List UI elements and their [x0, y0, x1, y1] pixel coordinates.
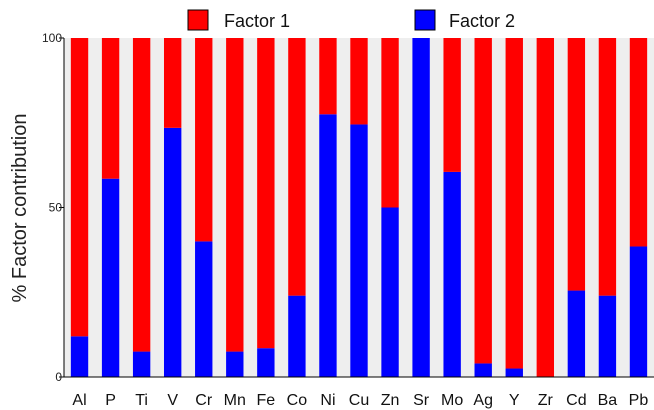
background-stripe [88, 38, 102, 377]
bar-factor-1-zr [536, 38, 555, 377]
x-tick-label-mo: Mo [441, 392, 463, 409]
legend-swatch-factor-2 [414, 9, 436, 31]
bar-factor-2-zn [381, 207, 399, 377]
background-stripe [491, 38, 506, 377]
legend: Factor 1 Factor 2 [187, 9, 515, 31]
x-tick-label-al: Al [72, 392, 86, 409]
bar-factor-1-mn [226, 38, 244, 352]
bar-factor-2-cu [350, 124, 368, 377]
bar-factor-2-ni [319, 114, 337, 378]
bar-factor-1-mo [443, 38, 461, 172]
background-stripe [150, 38, 164, 377]
background-stripe [274, 38, 289, 377]
background-stripe [398, 38, 413, 377]
bar-factor-1-cd [567, 38, 586, 291]
background-stripe [647, 38, 654, 377]
background-stripe [429, 38, 444, 377]
bar-factor-2-ag [474, 363, 492, 377]
bar-factor-2-v [163, 127, 182, 378]
x-tick-label-pb: Pb [629, 392, 649, 409]
bar-factor-2-cd [567, 290, 586, 377]
bar-factor-1-ti [132, 38, 151, 352]
background-stripe [119, 38, 133, 377]
bar-factor-2-sr [412, 38, 430, 377]
x-tick-label-mn: Mn [224, 392, 246, 409]
bar-factor-1-p [101, 38, 120, 179]
bar-factor-2-ba [598, 295, 617, 377]
x-tick-label-cd: Cd [566, 392, 586, 409]
bar-factor-1-cu [350, 38, 368, 125]
x-tick-label-zr: Zr [538, 392, 554, 409]
background-stripe [305, 38, 320, 377]
bar-factor-1-pb [629, 38, 648, 247]
bar-factor-1-y [505, 38, 523, 369]
legend-label-factor-2: Factor 2 [449, 11, 515, 31]
background-stripe [522, 38, 537, 377]
x-tick-label-co: Co [287, 392, 308, 409]
bar-factor-2-ti [132, 351, 151, 377]
bar-factor-1-ba [598, 38, 617, 296]
x-tick-label-zn: Zn [381, 392, 400, 409]
x-tick-label-fe: Fe [257, 392, 276, 409]
bar-factor-2-al [70, 336, 89, 377]
bar-factor-1-v [163, 38, 182, 128]
y-tick-label-100: 100 [42, 31, 62, 45]
x-tick-label-ni: Ni [320, 392, 335, 409]
bar-factor-1-cr [195, 38, 213, 242]
legend-label-factor-1: Factor 1 [224, 11, 290, 31]
x-tick-label-p: P [105, 392, 116, 409]
bar-factor-2-cr [195, 241, 213, 377]
background-stripe [367, 38, 382, 377]
plot-area: Al P Ti V Cr Mn Fe Co Ni Cu Zn Sr Mo Ag Y Zr Cd Ba Pb 0 50 10… [42, 31, 654, 409]
bar-factor-1-ni [319, 38, 337, 115]
y-axis-label: % Factor contribution [9, 114, 31, 303]
bar-factor-2-fe [257, 348, 275, 377]
bar-factor-1-co [288, 38, 306, 296]
bar-factor-1-ag [474, 38, 492, 364]
legend-swatch-factor-1 [187, 9, 209, 31]
bar-factor-1-zn [381, 38, 399, 208]
background-stripe [243, 38, 258, 377]
bar-factor-2-p [101, 178, 120, 377]
bar-factor-1-al [70, 38, 89, 337]
background-stripe [64, 38, 71, 377]
x-tick-label-sr: Sr [413, 392, 430, 409]
bar-factor-2-y [505, 368, 523, 377]
x-tick-label-ti: Ti [135, 392, 148, 409]
background-stripe [585, 38, 599, 377]
bar-factor-2-pb [629, 246, 648, 377]
bar-factor-2-co [288, 295, 306, 377]
bar-factor-2-mn [226, 351, 244, 377]
background-stripe [616, 38, 630, 377]
x-tick-label-ag: Ag [473, 392, 493, 409]
x-tick-label-cu: Cu [349, 392, 369, 409]
x-tick-label-y: Y [509, 392, 520, 409]
y-tick-label-0: 0 [55, 370, 62, 384]
background-stripe [460, 38, 475, 377]
background-stripe [212, 38, 227, 377]
y-tick-label-50: 50 [49, 201, 63, 215]
background-stripe [554, 38, 568, 377]
bar-factor-2-mo [443, 171, 461, 377]
background-stripe [181, 38, 196, 377]
x-tick-label-ba: Ba [598, 392, 618, 409]
x-tick-label-v: V [167, 392, 178, 409]
x-tick-label-cr: Cr [195, 392, 213, 409]
bar-factor-1-fe [257, 38, 275, 349]
background-stripe [336, 38, 351, 377]
